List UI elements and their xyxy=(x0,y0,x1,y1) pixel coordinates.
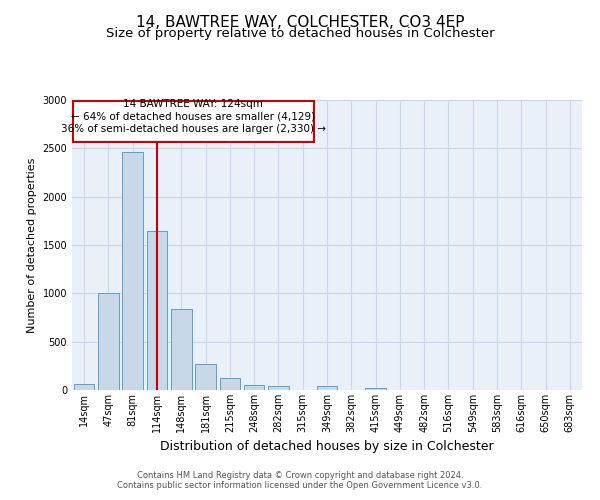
X-axis label: Distribution of detached houses by size in Colchester: Distribution of detached houses by size … xyxy=(160,440,494,454)
Bar xyxy=(171,309,191,390)
Text: 36% of semi-detached houses are larger (2,330) →: 36% of semi-detached houses are larger (… xyxy=(61,124,326,134)
Text: Size of property relative to detached houses in Colchester: Size of property relative to detached ho… xyxy=(106,28,494,40)
Text: Contains HM Land Registry data © Crown copyright and database right 2024.
Contai: Contains HM Land Registry data © Crown c… xyxy=(118,470,482,490)
Bar xyxy=(244,384,265,390)
Bar xyxy=(317,386,337,390)
Text: 14, BAWTREE WAY, COLCHESTER, CO3 4EP: 14, BAWTREE WAY, COLCHESTER, CO3 4EP xyxy=(136,15,464,30)
Bar xyxy=(74,384,94,390)
Bar xyxy=(195,364,216,390)
Text: ← 64% of detached houses are smaller (4,129): ← 64% of detached houses are smaller (4,… xyxy=(71,112,316,122)
Bar xyxy=(146,230,167,390)
FancyBboxPatch shape xyxy=(73,101,314,141)
Y-axis label: Number of detached properties: Number of detached properties xyxy=(27,158,37,332)
Bar xyxy=(268,386,289,390)
Bar xyxy=(98,294,119,390)
Bar xyxy=(220,378,240,390)
Bar xyxy=(365,388,386,390)
Bar xyxy=(122,152,143,390)
Text: 14 BAWTREE WAY: 124sqm: 14 BAWTREE WAY: 124sqm xyxy=(124,99,263,109)
